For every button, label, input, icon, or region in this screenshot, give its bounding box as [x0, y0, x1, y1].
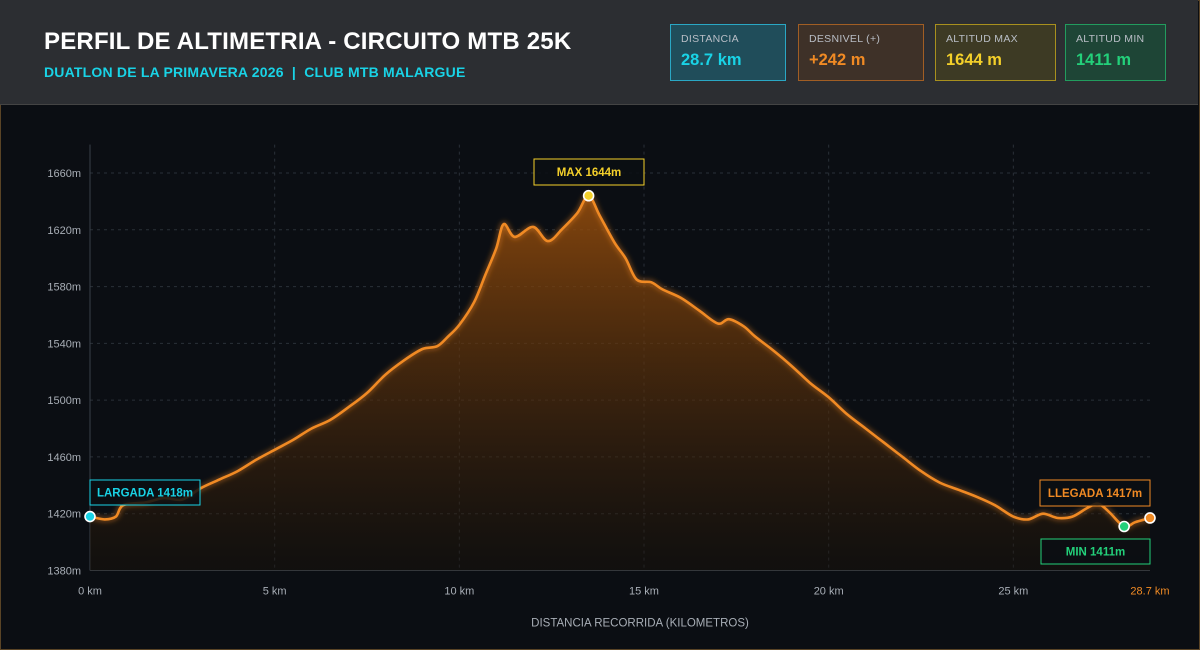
max-label-text: MAX 1644m — [557, 167, 622, 179]
min-label-box — [1040, 538, 1151, 565]
elevation-line — [89, 194, 1151, 529]
x-tick-label: 10 km — [444, 586, 474, 598]
stat-card-max-altitude: ALTITUD MAX 1644 m — [935, 24, 1056, 81]
y-tick-label: 1580m — [47, 282, 81, 294]
stat-label: ALTITUD MAX — [946, 33, 1018, 45]
start-label-box — [89, 479, 201, 506]
finish-label-box — [1039, 479, 1151, 507]
finish-label: LLEGADA 1417m — [1039, 479, 1151, 507]
elevation-chart: 1380m 1420m 1460m 1500m 1540m 1580m 1620m 1660m… — [47, 144, 1170, 630]
stat-value: 28.7 km — [681, 51, 742, 69]
stat-value: +242 m — [809, 51, 866, 69]
min-label: MIN 1411m — [1040, 538, 1151, 565]
x-axis-label: DISTANCIA RECORRIDA (KILOMETROS) — [531, 618, 749, 630]
stat-label: DESNIVEL (+) — [809, 33, 881, 45]
start-point-marker — [84, 510, 96, 523]
y-tick-label: 1420m — [47, 509, 81, 521]
max-label: MAX 1644m — [533, 158, 645, 186]
max-point-marker — [582, 189, 595, 202]
stat-label: DISTANCIA — [681, 33, 739, 45]
stat-value: 1411 m — [1076, 51, 1132, 69]
y-tick-label: 1380m — [47, 566, 81, 578]
min-label-text: MIN 1411m — [1066, 547, 1125, 559]
elevation-area — [90, 195, 1150, 571]
header-panel: PERFIL DE ALTIMETRIA - CIRCUITO MTB 25K … — [0, 0, 1198, 105]
x-tick-label: 20 km — [814, 586, 844, 598]
x-tick-label: 5 km — [263, 586, 287, 598]
stat-label: ALTITUD MIN — [1076, 33, 1145, 45]
y-tick-label: 1620m — [47, 225, 81, 237]
x-tick-label: 0 km — [78, 586, 102, 598]
x-end-tick-label: 28.7 km — [1130, 586, 1169, 598]
start-label: LARGADA 1418m — [89, 479, 201, 506]
finish-point-marker — [1144, 512, 1156, 524]
y-tick-label: 1660m — [47, 168, 81, 180]
y-tick-label: 1540m — [47, 338, 81, 350]
min-point-marker — [1118, 520, 1130, 533]
y-tick-label: 1460m — [47, 452, 81, 464]
chart-title: PERFIL DE ALTIMETRIA - CIRCUITO MTB 25K — [44, 28, 572, 55]
x-tick-label: 25 km — [998, 586, 1028, 598]
max-label-box — [533, 158, 645, 186]
stat-card-min-altitude: ALTITUD MIN 1411 m — [1065, 24, 1166, 81]
start-label-text: LARGADA 1418m — [97, 488, 193, 500]
chart-subtitle: DUATLON DE LA PRIMAVERA 2026 | CLUB MTB … — [44, 64, 466, 80]
x-tick-label: 15 km — [629, 586, 659, 598]
stat-card-distance: DISTANCIA 28.7 km — [670, 24, 786, 81]
finish-label-text: LLEGADA 1417m — [1048, 488, 1142, 500]
y-tick-label: 1500m — [47, 395, 81, 407]
stat-value: 1644 m — [946, 51, 1002, 69]
stat-card-elevation-gain: DESNIVEL (+) +242 m — [798, 24, 924, 81]
